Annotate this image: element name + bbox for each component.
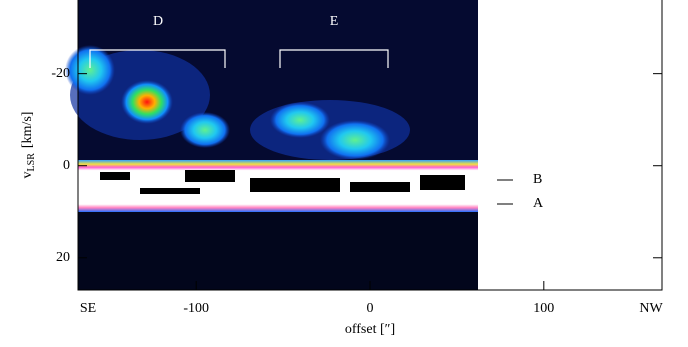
x-axis-label: offset [″] — [345, 322, 395, 337]
annotation: A — [533, 196, 544, 211]
y-tick-label: -20 — [51, 66, 70, 81]
y-tick-label: 20 — [56, 250, 70, 265]
x-end-label: SE — [80, 301, 96, 316]
annotation: E — [330, 14, 339, 29]
x-tick-label: 100 — [533, 301, 554, 316]
annotation: D — [153, 14, 163, 29]
x-tick-label: 0 — [367, 301, 374, 316]
annotation: B — [533, 172, 542, 187]
x-tick-label: -100 — [183, 301, 209, 316]
y-label-unit: [km/s] — [20, 112, 35, 149]
y-tick-label: 0 — [63, 158, 70, 173]
x-end-label: NW — [639, 301, 663, 316]
y-label-main: v — [20, 171, 35, 178]
image — [65, 0, 478, 290]
brackets — [89, 49, 389, 68]
y-axis-label: vLSR [km/s] — [20, 112, 37, 179]
y-label-sub: LSR — [26, 153, 37, 172]
